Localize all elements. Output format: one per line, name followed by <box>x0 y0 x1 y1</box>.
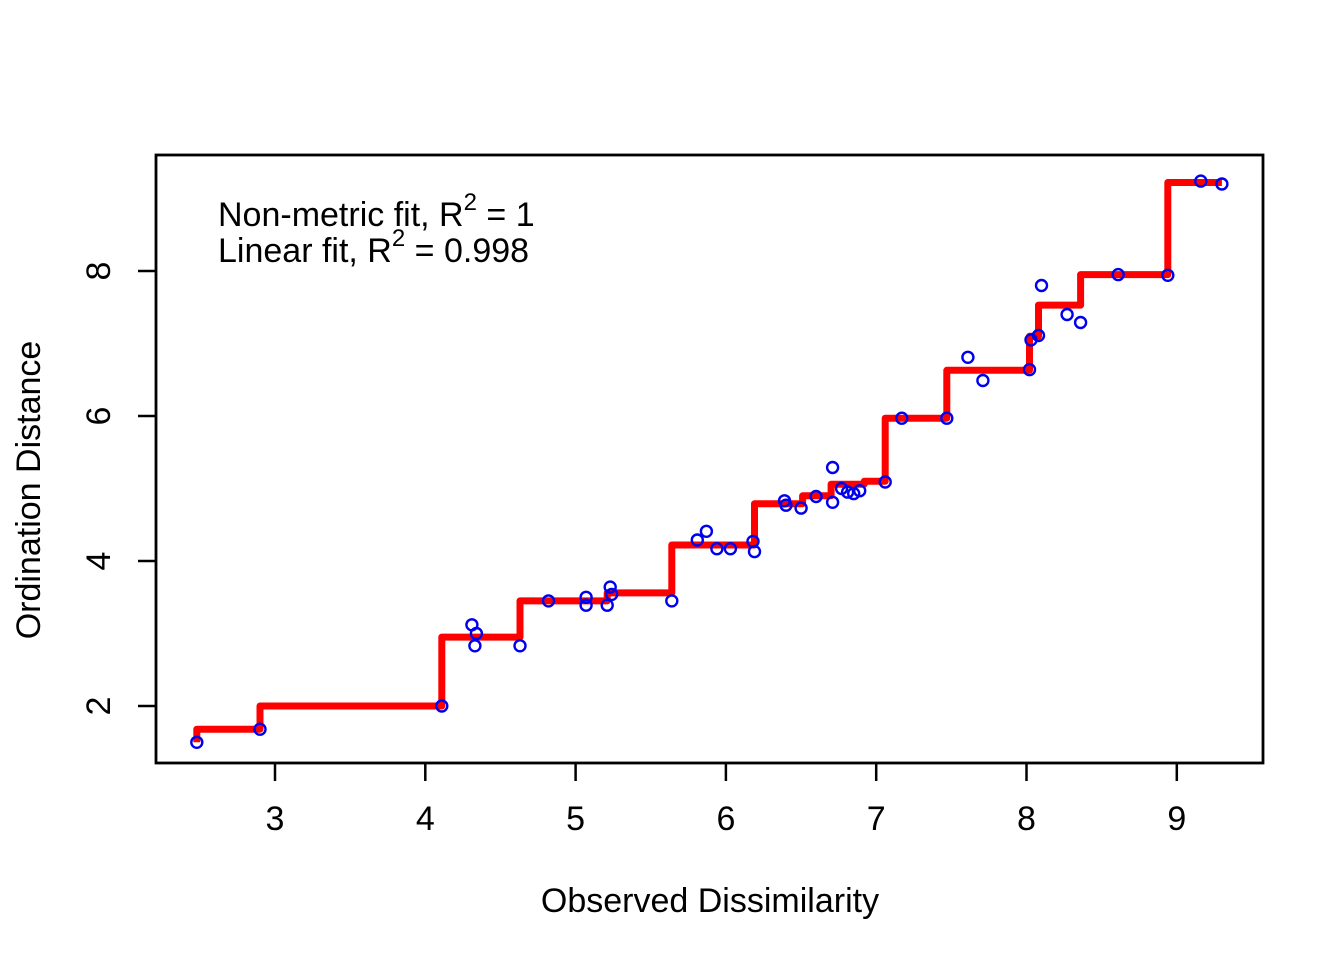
data-point <box>665 594 679 608</box>
data-point <box>190 735 204 749</box>
data-point <box>603 580 617 594</box>
y-tick-label: 8 <box>80 262 118 281</box>
data-point <box>1111 267 1125 282</box>
data-point <box>895 411 909 425</box>
data-point <box>779 498 793 512</box>
plot-frame <box>154 153 1265 765</box>
data-point <box>1060 307 1074 322</box>
data-point <box>825 495 840 509</box>
data-point <box>1073 315 1088 330</box>
y-tick-label: 2 <box>80 697 118 716</box>
data-point <box>794 501 808 515</box>
data-point <box>878 475 892 489</box>
data-point <box>541 594 556 608</box>
data-point <box>435 699 449 713</box>
x-tick-label: 5 <box>566 800 585 838</box>
data-point <box>1031 328 1046 343</box>
data-point <box>699 524 714 538</box>
x-tick-label: 7 <box>867 800 886 838</box>
data-point <box>809 489 823 504</box>
y-tick-label: 4 <box>80 552 118 571</box>
data-point <box>253 722 267 736</box>
y-axis-ticks: 2 4 6 8 <box>80 262 156 716</box>
data-point <box>940 411 954 425</box>
x-tick-label: 9 <box>1167 800 1186 838</box>
y-axis-title: Ordination Distance <box>10 341 48 640</box>
data-point <box>469 626 484 641</box>
data-point <box>579 590 593 604</box>
data-point <box>853 484 867 498</box>
data-point <box>710 542 724 556</box>
data-point <box>961 350 975 364</box>
data-point <box>1161 268 1175 282</box>
annotation-linear-fit: Linear fit, R2 = 0.998 <box>218 225 529 270</box>
data-point <box>747 544 762 559</box>
data-point <box>605 587 619 602</box>
data-point <box>976 373 990 388</box>
x-axis-title: Observed Dissimilarity <box>541 882 879 920</box>
data-point <box>690 533 704 547</box>
data-point <box>600 598 614 612</box>
data-point <box>723 542 738 556</box>
data-point <box>468 639 482 653</box>
data-point <box>1194 174 1208 188</box>
data-point <box>513 639 527 653</box>
data-point <box>1034 278 1049 293</box>
data-point <box>1022 362 1037 377</box>
scatter-points-group <box>190 174 1229 749</box>
annotation-nonmetric-fit: Non-metric fit, R2 = 1 <box>218 189 535 234</box>
y-tick-label: 6 <box>80 407 118 426</box>
x-tick-label: 3 <box>266 800 285 838</box>
data-point <box>1215 177 1229 191</box>
x-tick-label: 4 <box>416 800 435 838</box>
x-tick-label: 8 <box>1017 800 1036 838</box>
data-point <box>825 460 840 475</box>
x-axis-ticks: 3 4 5 6 7 8 9 <box>266 763 1186 838</box>
data-point <box>579 598 593 612</box>
x-tick-label: 6 <box>716 800 735 838</box>
data-point <box>840 485 855 499</box>
